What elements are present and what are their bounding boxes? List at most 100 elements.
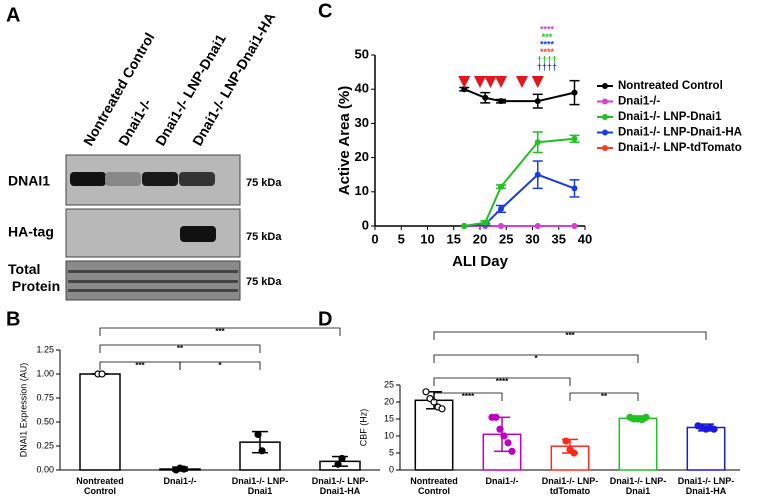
- y-tick-label: 10: [384, 430, 394, 440]
- y-axis-label: CBF (Hz): [358, 409, 368, 447]
- y-tick-label: 25: [384, 379, 394, 389]
- row-label: DNAI1: [8, 173, 50, 189]
- data-point: [498, 205, 504, 212]
- bracket: [433, 331, 707, 340]
- significance: ****: [540, 39, 555, 49]
- y-tick-label: 40: [355, 81, 369, 96]
- band: [179, 172, 215, 186]
- x-tick-label: Dnai1-/- LNP-Dnai1: [609, 476, 667, 496]
- bracket: [569, 392, 639, 401]
- data-point: [258, 447, 266, 455]
- significance: ****: [496, 377, 509, 386]
- x-tick-label: 5: [398, 231, 405, 246]
- data-point: [500, 432, 508, 440]
- band: [105, 172, 141, 186]
- bracket: [433, 377, 571, 386]
- x-tick-label: Dnai1-/-: [163, 476, 197, 486]
- y-tick-label: 0.75: [36, 392, 54, 402]
- dose-marker: [474, 76, 486, 88]
- y-tick-label: 0: [362, 217, 369, 232]
- marker-label: 75 kDa: [246, 276, 282, 288]
- significance: ††††: [537, 62, 557, 72]
- y-tick-label: 1.25: [36, 344, 54, 354]
- bracket: [433, 354, 639, 363]
- data-point: [482, 94, 489, 101]
- dose-marker: [458, 76, 471, 88]
- significance: **: [601, 392, 608, 401]
- data-point: [482, 219, 489, 226]
- bracket: [99, 327, 341, 336]
- dose-marker: [516, 76, 528, 88]
- data-point: [504, 439, 512, 447]
- y-tick-label: 0: [389, 464, 394, 474]
- bar: [686, 426, 726, 471]
- legend-label: Nontreated Control: [618, 80, 723, 92]
- data-point: [710, 425, 718, 433]
- marker-label: 75 kDa: [246, 177, 282, 189]
- data-point: [498, 183, 504, 190]
- significance: ††††: [537, 54, 557, 64]
- bracket: [179, 361, 261, 370]
- significance: *: [218, 361, 222, 370]
- data-point: [508, 447, 516, 455]
- data-point: [496, 425, 504, 433]
- legend-label: Dnai1-/-: [618, 96, 660, 108]
- y-tick-label: 15: [384, 413, 394, 423]
- y-axis-label: Active Area (%): [336, 86, 353, 195]
- significance: ****: [540, 47, 555, 57]
- data-point: [571, 89, 578, 96]
- data-point: [570, 449, 578, 457]
- x-tick-label: 0: [371, 231, 378, 246]
- x-tick-label: Dnai1-/- LNP-Dnai1: [231, 476, 289, 496]
- dose-marker: [484, 76, 497, 88]
- x-tick-label: 30: [525, 231, 539, 246]
- data-point: [461, 86, 468, 93]
- significance: **: [177, 344, 184, 353]
- row-label: Total Protein: [8, 261, 60, 294]
- x-tick-label: Nontreated Control: [76, 476, 124, 496]
- x-tick-label: 35: [552, 231, 566, 246]
- y-tick-label: 30: [355, 115, 369, 130]
- marker-label: 75 kDa: [246, 231, 282, 243]
- x-tick-label: 40: [578, 231, 592, 246]
- significance: *: [534, 354, 538, 363]
- data-point: [571, 135, 578, 142]
- significance: ***: [215, 327, 225, 336]
- y-tick-label: 0.00: [36, 464, 54, 474]
- y-tick-label: 1.00: [36, 368, 54, 378]
- y-tick-label: 0.25: [36, 440, 54, 450]
- dose-marker: [531, 76, 544, 88]
- row-label: HA-tag: [8, 224, 54, 240]
- data-point: [422, 388, 430, 396]
- bracket: [433, 392, 503, 401]
- band: [68, 270, 238, 273]
- legend-marker: [602, 98, 608, 105]
- panel-label: C: [318, 0, 332, 22]
- panel-label: B: [6, 308, 20, 330]
- band: [68, 289, 238, 292]
- data-point: [498, 98, 504, 105]
- legend-marker: [602, 145, 608, 151]
- y-axis-label: DNAI1 Expression (AU): [18, 363, 28, 458]
- series-line: [463, 88, 575, 103]
- significance: ***: [565, 331, 575, 340]
- data-point: [571, 223, 578, 229]
- legend-marker: [602, 114, 608, 120]
- x-tick-label: Dnai1-/-: [485, 476, 519, 486]
- bracket: [99, 344, 261, 353]
- series-line: [464, 173, 575, 227]
- significance: ***: [135, 361, 145, 370]
- x-tick-label: Dnai1-/- LNP-tdTomato: [541, 476, 599, 496]
- panel-label: A: [6, 4, 20, 26]
- data-point: [461, 223, 468, 229]
- x-tick-label: 10: [420, 231, 434, 246]
- data-point: [338, 454, 346, 463]
- band: [180, 226, 216, 242]
- significance: ****: [540, 24, 555, 34]
- lane-label: Nontreated Control: [80, 30, 158, 148]
- data-point: [180, 465, 188, 473]
- legend-marker: [602, 129, 608, 136]
- x-tick-label: 25: [499, 231, 513, 246]
